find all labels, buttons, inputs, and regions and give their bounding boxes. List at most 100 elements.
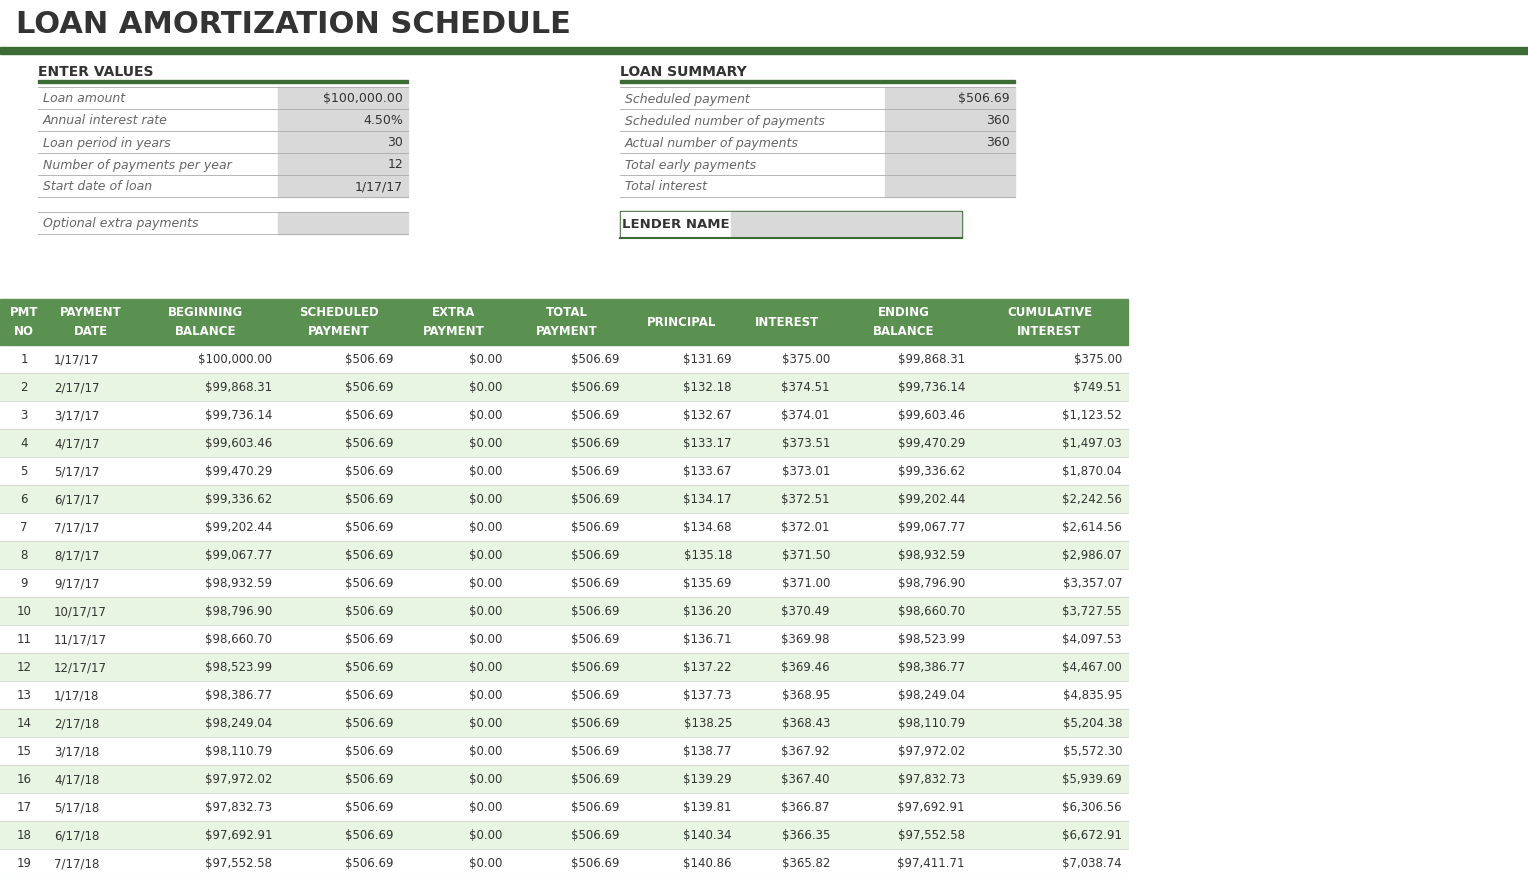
Text: 8/17/17: 8/17/17 <box>53 549 99 562</box>
Text: $3,727.55: $3,727.55 <box>1062 605 1122 617</box>
Text: $99,336.62: $99,336.62 <box>898 465 966 478</box>
Text: $372.51: $372.51 <box>781 493 830 506</box>
Bar <box>38 213 408 235</box>
Text: SCHEDULED: SCHEDULED <box>299 306 379 319</box>
Text: ENDING: ENDING <box>877 306 929 319</box>
Text: $99,202.44: $99,202.44 <box>205 521 272 534</box>
Text: $506.69: $506.69 <box>345 801 394 814</box>
Text: $367.40: $367.40 <box>781 773 830 786</box>
Text: CUMULATIVE: CUMULATIVE <box>1007 306 1093 319</box>
Text: $506.69: $506.69 <box>571 717 620 730</box>
Text: $134.17: $134.17 <box>683 493 732 506</box>
Text: $0.00: $0.00 <box>469 437 503 450</box>
Bar <box>278 88 408 110</box>
Text: 5/17/17: 5/17/17 <box>53 465 99 478</box>
Text: $371.00: $371.00 <box>782 577 830 590</box>
Text: $375.00: $375.00 <box>1074 353 1122 366</box>
Text: $0.00: $0.00 <box>469 633 503 645</box>
Text: $99,336.62: $99,336.62 <box>205 493 272 506</box>
Bar <box>0 513 1128 541</box>
Text: $506.69: $506.69 <box>571 465 620 478</box>
Bar <box>0 681 1128 709</box>
Text: TOTAL: TOTAL <box>545 306 588 319</box>
Text: 13: 13 <box>17 688 32 702</box>
Text: $139.29: $139.29 <box>683 773 732 786</box>
Text: $1,497.03: $1,497.03 <box>1062 437 1122 450</box>
Text: $97,832.73: $97,832.73 <box>205 801 272 814</box>
Text: Scheduled number of payments: Scheduled number of payments <box>625 114 825 127</box>
Text: $5,572.30: $5,572.30 <box>1062 745 1122 758</box>
Text: $368.95: $368.95 <box>782 688 830 702</box>
Text: $506.69: $506.69 <box>345 493 394 506</box>
Text: LENDER NAME: LENDER NAME <box>622 218 730 232</box>
Text: $6,672.91: $6,672.91 <box>1062 829 1122 842</box>
Text: $98,249.04: $98,249.04 <box>205 717 272 730</box>
Text: $4,097.53: $4,097.53 <box>1062 633 1122 645</box>
Text: PAYMENT: PAYMENT <box>423 324 484 338</box>
Text: 2/17/18: 2/17/18 <box>53 717 99 730</box>
Text: $365.82: $365.82 <box>782 857 830 869</box>
Text: 18: 18 <box>17 829 32 842</box>
Text: $0.00: $0.00 <box>469 660 503 674</box>
Text: $97,832.73: $97,832.73 <box>898 773 966 786</box>
Text: Actual number of payments: Actual number of payments <box>625 136 799 149</box>
Bar <box>0 653 1128 681</box>
Bar <box>38 175 408 198</box>
Text: 7: 7 <box>20 521 28 534</box>
Bar <box>38 81 408 84</box>
Text: $0.00: $0.00 <box>469 773 503 786</box>
Text: $506.69: $506.69 <box>571 381 620 394</box>
Text: BEGINNING: BEGINNING <box>168 306 243 319</box>
Bar <box>0 346 1128 374</box>
Bar <box>0 430 1128 458</box>
Text: $98,796.90: $98,796.90 <box>898 577 966 590</box>
Bar <box>0 300 1128 346</box>
Text: $3,357.07: $3,357.07 <box>1062 577 1122 590</box>
Text: $506.69: $506.69 <box>571 773 620 786</box>
Text: $0.00: $0.00 <box>469 829 503 842</box>
Text: $506.69: $506.69 <box>345 465 394 478</box>
Text: 4/17/17: 4/17/17 <box>53 437 99 450</box>
Text: $371.50: $371.50 <box>782 549 830 562</box>
Text: 3: 3 <box>20 409 28 422</box>
Text: $4,835.95: $4,835.95 <box>1062 688 1122 702</box>
Text: $133.17: $133.17 <box>683 437 732 450</box>
Text: $749.51: $749.51 <box>1073 381 1122 394</box>
Text: $506.69: $506.69 <box>571 409 620 422</box>
Bar <box>0 458 1128 486</box>
Text: $135.18: $135.18 <box>683 549 732 562</box>
Text: $2,242.56: $2,242.56 <box>1062 493 1122 506</box>
Bar <box>278 132 408 153</box>
Text: $133.67: $133.67 <box>683 465 732 478</box>
Text: $506.69: $506.69 <box>345 409 394 422</box>
Text: $99,868.31: $99,868.31 <box>898 353 966 366</box>
Text: $367.92: $367.92 <box>781 745 830 758</box>
Text: PAYMENT: PAYMENT <box>536 324 597 338</box>
Bar <box>620 175 1015 198</box>
Text: $506.69: $506.69 <box>345 717 394 730</box>
Text: $372.01: $372.01 <box>781 521 830 534</box>
Text: BALANCE: BALANCE <box>174 324 237 338</box>
Text: $98,932.59: $98,932.59 <box>205 577 272 590</box>
Text: Total interest: Total interest <box>625 181 707 193</box>
Bar <box>0 625 1128 653</box>
Text: $506.69: $506.69 <box>571 437 620 450</box>
Text: 4.50%: 4.50% <box>364 114 403 127</box>
Text: $373.01: $373.01 <box>782 465 830 478</box>
Bar <box>0 569 1128 597</box>
Text: $1,123.52: $1,123.52 <box>1062 409 1122 422</box>
Text: Start date of loan: Start date of loan <box>43 181 153 193</box>
Text: $506.69: $506.69 <box>571 577 620 590</box>
Text: $0.00: $0.00 <box>469 493 503 506</box>
Bar <box>278 175 408 198</box>
Bar <box>38 110 408 132</box>
Text: $506.69: $506.69 <box>571 801 620 814</box>
Text: $100,000.00: $100,000.00 <box>197 353 272 366</box>
Text: $0.00: $0.00 <box>469 857 503 869</box>
Text: $99,470.29: $99,470.29 <box>897 437 966 450</box>
Text: $139.81: $139.81 <box>683 801 732 814</box>
Bar <box>0 374 1128 402</box>
Text: $506.69: $506.69 <box>571 829 620 842</box>
Text: 19: 19 <box>17 857 32 869</box>
Text: $1,870.04: $1,870.04 <box>1062 465 1122 478</box>
